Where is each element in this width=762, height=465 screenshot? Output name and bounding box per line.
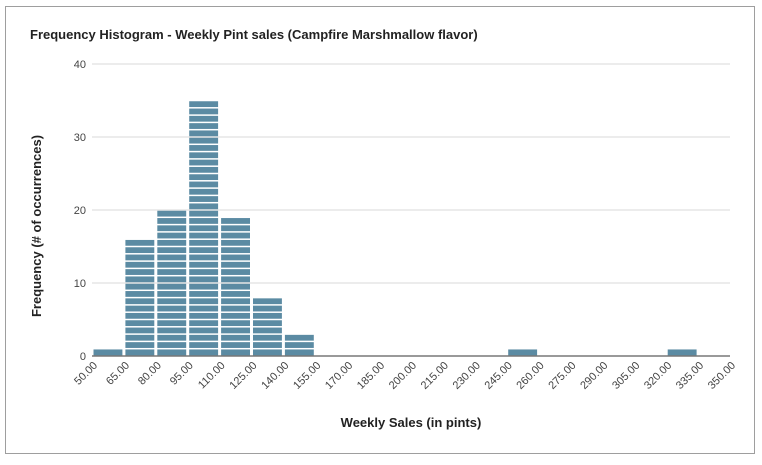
x-tick-labels: 50.00 65.00 80.00 95.00 110.00 125.00 140.00 15… bbox=[72, 360, 738, 392]
x-tick-label: 335.00 bbox=[674, 360, 706, 392]
y-tick-labels: 0 10 20 30 40 bbox=[74, 59, 86, 363]
x-axis-title: Weekly Sales (in pints) bbox=[341, 415, 482, 430]
x-tick-label: 275.00 bbox=[546, 360, 578, 392]
y-tick-label: 40 bbox=[74, 59, 86, 71]
y-tick-label: 10 bbox=[74, 278, 86, 290]
gridlines bbox=[92, 63, 730, 357]
x-tick-label: 185.00 bbox=[355, 360, 387, 392]
y-tick-label: 0 bbox=[80, 351, 86, 363]
x-tick-label: 170.00 bbox=[323, 360, 355, 392]
histogram-bar bbox=[253, 298, 282, 356]
histogram-bar bbox=[508, 349, 538, 356]
histogram-bar bbox=[284, 334, 314, 356]
chart-frame bbox=[5, 6, 755, 454]
x-tick-label: 290.00 bbox=[578, 360, 610, 392]
histogram-bar bbox=[667, 349, 697, 356]
histogram-bar bbox=[157, 210, 187, 356]
y-axis-title: Frequency (# of occurrences) bbox=[29, 135, 44, 317]
x-tick-label: 80.00 bbox=[136, 360, 164, 388]
x-tick-label: 230.00 bbox=[451, 360, 483, 392]
x-tick-label: 305.00 bbox=[610, 360, 642, 392]
chart-title: Frequency Histogram - Weekly Pint sales … bbox=[30, 27, 478, 42]
histogram-bar bbox=[125, 239, 155, 356]
x-tick-label: 95.00 bbox=[168, 360, 196, 388]
histogram-bar bbox=[221, 218, 250, 356]
x-tick-label: 140.00 bbox=[259, 360, 291, 392]
y-tick-label: 20 bbox=[74, 205, 86, 217]
x-tick-label: 125.00 bbox=[227, 360, 259, 392]
histogram-bar bbox=[93, 349, 123, 356]
x-tick-label: 320.00 bbox=[642, 360, 674, 392]
x-tick-label: 215.00 bbox=[419, 360, 451, 392]
x-tick-label: 155.00 bbox=[291, 360, 323, 392]
x-tick-label: 350.00 bbox=[706, 360, 738, 392]
x-tick-label: 50.00 bbox=[72, 360, 100, 388]
x-tick-label: 65.00 bbox=[104, 360, 132, 388]
bars bbox=[93, 101, 697, 356]
x-tick-label: 245.00 bbox=[483, 360, 515, 392]
x-tick-label: 200.00 bbox=[387, 360, 419, 392]
x-tick-label: 260.00 bbox=[514, 360, 546, 392]
histogram-bar bbox=[189, 101, 219, 356]
x-tick-label: 110.00 bbox=[196, 360, 228, 392]
y-tick-label: 30 bbox=[74, 132, 86, 144]
